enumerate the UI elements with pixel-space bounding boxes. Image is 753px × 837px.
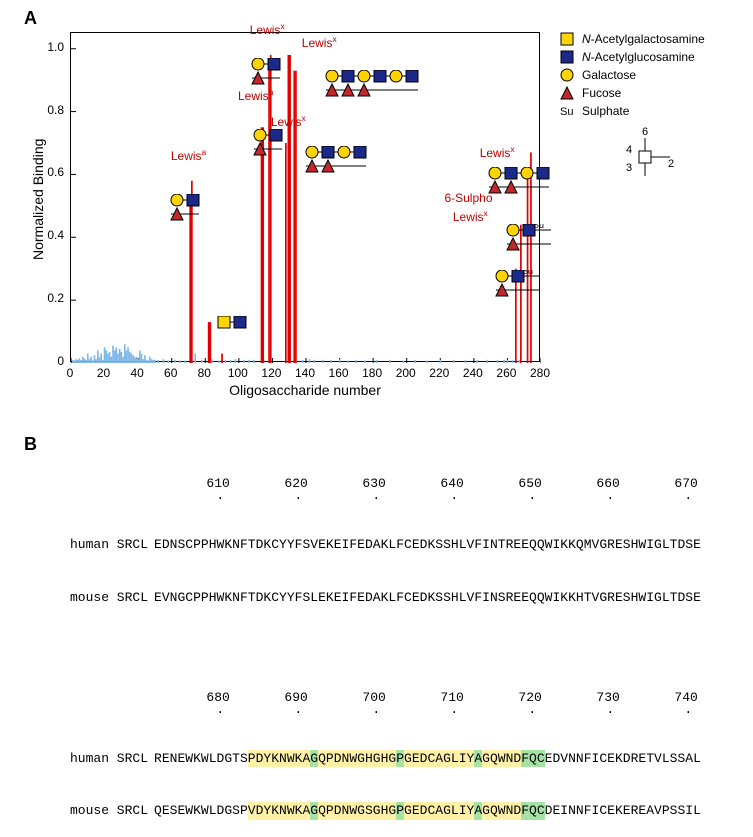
x-tick: 220 — [427, 366, 451, 380]
ruler-text: 610.620.630.640.650.660.670. — [154, 475, 700, 501]
seq-label: human SRCL — [48, 750, 154, 768]
y-tick: 0.6 — [36, 165, 64, 179]
ruler-spacer — [48, 475, 154, 501]
legend-row: Fucose — [560, 86, 705, 100]
glycan-icon: Su — [492, 270, 544, 305]
legend: N-Acetylgalactosamine N-Acetylglucosamine… — [560, 32, 705, 182]
x-axis-label: Oligosaccharide number — [70, 382, 540, 398]
seq-row-mouse-1: mouse SRCLEVNGCPPHWKNFTDKCYYFSLEKEIFEDAK… — [48, 589, 701, 607]
y-tick: 0.4 — [36, 228, 64, 242]
x-tick: 100 — [226, 366, 250, 380]
x-tick: 60 — [159, 366, 183, 380]
chart-annotation: Lewisx — [453, 208, 488, 224]
glycan-icon — [167, 194, 203, 229]
x-tick: 80 — [192, 366, 216, 380]
legend-row: N-Acetylgalactosamine — [560, 32, 705, 46]
glycan-icon — [248, 58, 284, 93]
x-tick: 140 — [293, 366, 317, 380]
sequence-alignment: 610.620.630.640.650.660.670. human SRCLE… — [48, 440, 701, 837]
seq-row-human-2: human SRCLRENEWKWLDGTSPDYKNWKAGQPDNWGHGH… — [48, 750, 701, 768]
svg-text:Su: Su — [533, 224, 544, 230]
legend-row: N-Acetylglucosamine — [560, 50, 705, 64]
seq-text: QESEWKWLDGSPVDYKNWKAGQPDNWGSGHGPGEDCAGLI… — [154, 802, 701, 820]
ruler-spacer — [48, 689, 154, 715]
seq-text: EDNSCPPHWKNFTDKCYYFSVEKEIFEDAKLFCEDKSSHL… — [154, 536, 701, 554]
chart-annotation: Lewisx — [302, 34, 337, 50]
x-tick: 180 — [360, 366, 384, 380]
y-tick: 1.0 — [36, 40, 64, 54]
glycan-icon — [302, 146, 370, 181]
legend-icon — [560, 68, 576, 82]
seq-row-human-1: human SRCLEDNSCPPHWKNFTDKCYYFSVEKEIFEDAK… — [48, 536, 701, 554]
key-4: 4 — [626, 144, 632, 156]
x-tick: 160 — [327, 366, 351, 380]
seq-text: RENEWKWLDGTSPDYKNWKAGQPDNWGHGHGPGEDCAGLI… — [154, 750, 701, 768]
legend-label: Galactose — [582, 68, 636, 82]
legend-label: Fucose — [582, 86, 621, 100]
glycan-icon — [322, 70, 422, 105]
x-tick: 120 — [259, 366, 283, 380]
x-tick: 200 — [394, 366, 418, 380]
ruler-row-1: 610.620.630.640.650.660.670. — [48, 475, 701, 501]
x-tick: 0 — [58, 366, 82, 380]
x-tick: 240 — [461, 366, 485, 380]
chart-annotation: Lewisx — [271, 113, 306, 129]
linkage-key: 6 4 3 2 — [620, 132, 680, 182]
legend-row: Galactose — [560, 68, 705, 82]
glycan-icon — [485, 167, 553, 202]
key-3: 3 — [626, 162, 632, 174]
panel-b-label: B — [24, 434, 37, 455]
legend-icon — [560, 86, 576, 100]
legend-icon — [560, 50, 576, 64]
legend-label: N-Acetylglucosamine — [582, 50, 695, 64]
y-tick: 0.2 — [36, 291, 64, 305]
glycan-icon: Su — [503, 224, 555, 259]
seq-label: human SRCL — [48, 536, 154, 554]
ruler-row-2: 680.690.700.710.720.730.740. — [48, 689, 701, 715]
key-2: 2 — [668, 158, 674, 170]
x-tick: 40 — [125, 366, 149, 380]
svg-text:Su: Su — [522, 270, 533, 276]
legend-label: N-Acetylgalactosamine — [582, 32, 705, 46]
legend-label: Sulphate — [582, 104, 629, 118]
glycan-icon — [250, 129, 286, 164]
x-tick: 280 — [528, 366, 552, 380]
seq-label: mouse SRCL — [48, 589, 154, 607]
x-tick: 20 — [92, 366, 116, 380]
seq-row-mouse-2: mouse SRCLQESEWKWLDGSPVDYKNWKAGQPDNWGSGH… — [48, 802, 701, 820]
ruler-text: 680.690.700.710.720.730.740. — [154, 689, 700, 715]
chart-annotation: Lewisa — [171, 147, 206, 163]
legend-icon — [560, 32, 576, 46]
chart-annotation: Lewisx — [480, 144, 515, 160]
x-tick: 260 — [494, 366, 518, 380]
glycan-icon — [214, 316, 250, 337]
y-tick: 0.8 — [36, 103, 64, 117]
panel-a-label: A — [24, 8, 37, 29]
legend-icon: Su — [560, 104, 576, 118]
legend-row: Su Sulphate — [560, 104, 705, 118]
seq-text: EVNGCPPHWKNFTDKCYYFSLEKEIFEDAKLFCEDKSSHL… — [154, 589, 701, 607]
chart-annotation: Lewisx — [250, 21, 285, 37]
key-6: 6 — [642, 126, 648, 138]
seq-label: mouse SRCL — [48, 802, 154, 820]
